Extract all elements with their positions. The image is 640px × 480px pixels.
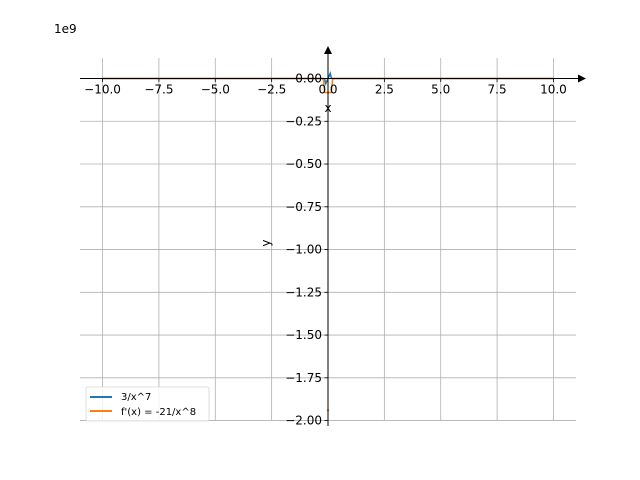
y-tick-label: −1.25 [285,285,322,299]
y-tick-label: −1.75 [285,371,322,385]
x-tick-label: 7.5 [488,83,507,97]
x-tick-label: 10.0 [540,83,567,97]
y-tick-label: −1.00 [285,243,322,257]
y-tick-label: −2.00 [285,414,322,428]
x-axis-label: x [324,101,331,115]
legend: 3/x^7 f'(x) = -21/x^8 [85,386,210,422]
legend-label-series-1: 3/x^7 [121,392,151,403]
y-tick-label: −0.75 [285,200,322,214]
x-axis-arrow [578,74,586,83]
y-tick-label: −0.25 [285,114,322,128]
y-tick-label: −1.50 [285,328,322,342]
x-tick-label: −10.0 [84,83,121,97]
x-tick-label: 2.5 [375,83,394,97]
y-tick-label: 0.00 [295,72,322,86]
axes [80,46,586,426]
y-tick-label: −0.50 [285,157,322,171]
x-tick-label: 5.0 [431,83,450,97]
x-tick-label: 0.0 [318,83,337,97]
ticks: −10.0 −7.5 −5.0 −2.5 0.0 2.5 5.0 7.5 10.0 0.00 −0.… [84,72,567,428]
x-tick-label: −2.5 [257,83,286,97]
legend-label-series-2: f'(x) = -21/x^8 [121,407,196,418]
offset-text: 1e9 [54,22,77,36]
legend-box [85,386,210,422]
y-axis-label: y [259,239,273,246]
y-axis-arrow [324,46,332,54]
x-tick-label: −7.5 [144,83,173,97]
x-tick-label: −5.0 [201,83,230,97]
